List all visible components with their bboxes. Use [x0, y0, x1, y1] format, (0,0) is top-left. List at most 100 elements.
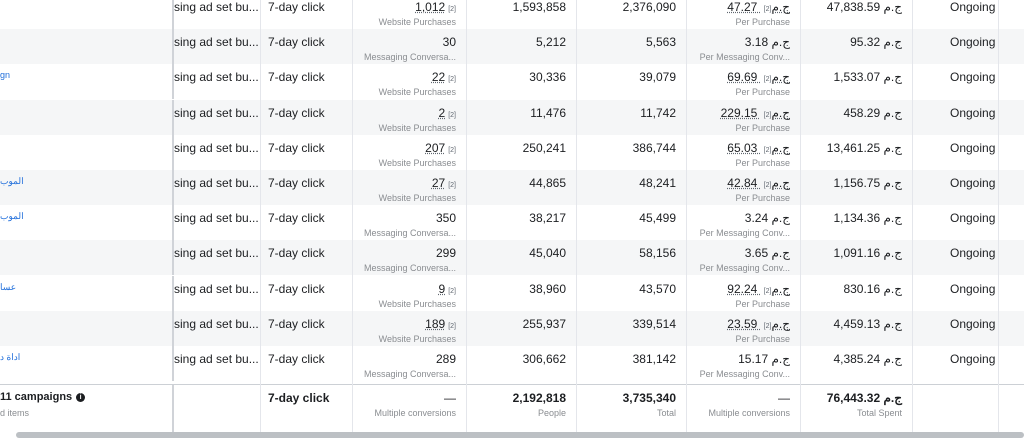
- cost-value[interactable]: 69.69 ج.م: [727, 70, 790, 84]
- cost-value[interactable]: 92.24 ج.م: [727, 282, 790, 296]
- reach-cell: 5,212: [466, 29, 576, 64]
- reach-value: 30,336: [529, 70, 566, 84]
- results-value: 289: [435, 352, 456, 366]
- table-row[interactable]: sing ad set bu... 7-day click 299 Messaging…: [0, 240, 1024, 275]
- campaign-name[interactable]: الموب: [0, 176, 24, 186]
- cost-cell: 69.69 ج.م[2] Per Purchase: [686, 64, 800, 99]
- results-value[interactable]: 207: [425, 141, 446, 155]
- results-cell: 27 [2] Website Purchases: [352, 170, 466, 205]
- ad-set-budget: sing ad set bu...: [174, 246, 259, 260]
- impressions-cell: 11,742: [576, 100, 686, 135]
- attribution-cell: 7-day click: [260, 346, 352, 381]
- results-type: Messaging Conversa...: [363, 228, 456, 238]
- table-row[interactable]: اداة د sing ad set bu... 7-day click 289 Mes…: [0, 346, 1024, 381]
- ad-set-budget: sing ad set bu...: [174, 0, 259, 14]
- table-row[interactable]: الموب sing ad set bu... 7-day click 350 Mess…: [0, 205, 1024, 240]
- attribution-cell: 7-day click: [260, 29, 352, 64]
- totals-label-sub: d items: [0, 408, 30, 418]
- table-row[interactable]: sing ad set bu... 7-day click 2 [2] Website …: [0, 100, 1024, 135]
- status-cell: Ongoing: [912, 346, 998, 381]
- status-cell: Ongoing: [912, 29, 998, 64]
- cost-value[interactable]: 42.84 ج.م: [727, 176, 790, 190]
- cost-type: Per Purchase: [735, 123, 790, 133]
- cost-type: Per Messaging Conv...: [699, 228, 790, 238]
- ad-set-cell: sing ad set bu...: [174, 29, 260, 64]
- attribution-cell: 7-day click: [260, 64, 352, 99]
- impressions-value: 339,514: [632, 317, 676, 331]
- table-row[interactable]: عسا sing ad set bu... 7-day click 9 [2] Websi…: [0, 276, 1024, 311]
- totals-reach-cell: 2,192,818 People: [466, 385, 576, 435]
- totals-reach-sub: People: [537, 408, 566, 418]
- attribution-cell: 7-day click: [260, 0, 352, 29]
- cost-type: Per Purchase: [735, 17, 790, 27]
- table-row[interactable]: sing ad set bu... 7-day click 207 [2] Websit…: [0, 135, 1024, 170]
- campaign-name[interactable]: عسا: [0, 282, 17, 292]
- impressions-value: 386,744: [632, 141, 676, 155]
- impressions-cell: 2,376,090: [576, 0, 686, 29]
- reach-value: 306,662: [522, 352, 566, 366]
- results-cell: 9 [2] Website Purchases: [352, 276, 466, 311]
- attribution-setting: 7-day click: [268, 317, 325, 331]
- campaign-cell: عسا: [0, 276, 174, 311]
- horizontal-scrollbar[interactable]: [16, 432, 1024, 438]
- impressions-cell: 5,563: [576, 29, 686, 64]
- cost-value: 3.65 ج.م: [744, 246, 790, 260]
- results-cell: 30 Messaging Conversa...: [352, 29, 466, 64]
- campaign-cell: [0, 100, 174, 135]
- spent-cell: 4,385.24 ج.م: [800, 346, 912, 381]
- table-row[interactable]: sing ad set bu... 7-day click 1,012 [2] Webs…: [0, 0, 1024, 29]
- spent-cell: 1,156.75 ج.م: [800, 170, 912, 205]
- cost-value: 3.18 ج.م: [744, 35, 790, 49]
- cost-value[interactable]: 65.03 ج.م: [727, 141, 790, 155]
- attribution-setting: 7-day click: [268, 70, 325, 84]
- info-icon[interactable]: i: [76, 393, 86, 402]
- ad-set-budget: sing ad set bu...: [174, 176, 259, 190]
- cost-type: Per Purchase: [735, 299, 790, 309]
- column-divider: [576, 0, 577, 434]
- cost-value[interactable]: 229.15 ج.م: [720, 106, 790, 120]
- totals-impressions-cell: 3,735,340 Total: [576, 385, 686, 435]
- results-value[interactable]: 189: [425, 317, 446, 331]
- reach-cell: 38,217: [466, 205, 576, 240]
- table-row[interactable]: sing ad set bu... 7-day click 189 [2] Websit…: [0, 311, 1024, 346]
- campaign-name[interactable]: اداة د: [0, 352, 21, 362]
- results-value[interactable]: 9: [438, 282, 446, 296]
- attribution-setting: 7-day click: [268, 176, 325, 190]
- column-divider: [912, 0, 913, 434]
- campaign-name[interactable]: gn: [0, 70, 11, 80]
- reach-cell: 250,241: [466, 135, 576, 170]
- results-cell: 289 Messaging Conversa...: [352, 346, 466, 381]
- campaign-cell: [0, 135, 174, 170]
- superscript: [2]: [763, 323, 772, 330]
- reach-cell: 45,040: [466, 240, 576, 275]
- cost-value[interactable]: 47.27 ج.م: [727, 0, 790, 14]
- ad-set-cell: sing ad set bu...: [174, 346, 260, 381]
- results-value[interactable]: 2: [438, 106, 446, 120]
- table-row[interactable]: sing ad set bu... 7-day click 30 Messaging …: [0, 29, 1024, 64]
- amount-spent: 830.16 ج.م: [843, 282, 902, 296]
- table-row[interactable]: gn sing ad set bu... 7-day click 22 [2] Websi…: [0, 64, 1024, 99]
- totals-spent-cell: 76,443.32 ج.م Total Spent: [800, 385, 912, 435]
- results-value: 30: [442, 35, 456, 49]
- results-value[interactable]: 22: [431, 70, 446, 84]
- results-value[interactable]: 1,012: [415, 0, 446, 14]
- attribution-cell: 7-day click: [260, 276, 352, 311]
- cost-cell: 42.84 ج.م[2] Per Purchase: [686, 170, 800, 205]
- reach-value: 38,960: [529, 282, 566, 296]
- table-row[interactable]: الموب sing ad set bu... 7-day click 27 [2] We…: [0, 170, 1024, 205]
- cost-cell: 3.18 ج.م Per Messaging Conv...: [686, 29, 800, 64]
- results-value[interactable]: 27: [431, 176, 446, 190]
- superscript: [2]: [763, 112, 772, 119]
- cost-value[interactable]: 23.59 ج.م: [727, 317, 790, 331]
- superscript: [2]: [448, 182, 456, 189]
- campaign-name[interactable]: الموب: [0, 211, 24, 221]
- status-cell: Ongoing: [912, 205, 998, 240]
- attribution-setting: 7-day click: [268, 211, 325, 225]
- results-type: Website Purchases: [378, 299, 456, 309]
- amount-spent: 4,385.24 ج.م: [833, 352, 902, 366]
- cost-cell: 23.59 ج.م[2] Per Purchase: [686, 311, 800, 346]
- ad-set-cell: sing ad set bu...: [174, 276, 260, 311]
- attribution-setting: 7-day click: [268, 141, 325, 155]
- delivery-status: Ongoing: [950, 352, 996, 366]
- superscript: [2]: [448, 76, 456, 83]
